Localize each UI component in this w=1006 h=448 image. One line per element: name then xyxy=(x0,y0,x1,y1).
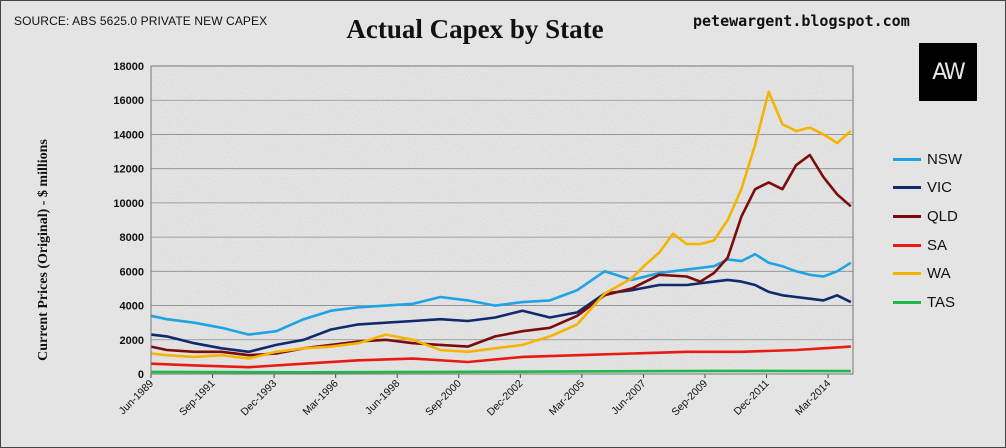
y-tick-label: 6000 xyxy=(120,266,144,278)
y-tick-label: 2000 xyxy=(120,335,144,347)
x-tick-label: Dec-2011 xyxy=(732,378,772,418)
series-line-tas xyxy=(150,369,851,374)
series-line-vic xyxy=(150,278,852,354)
x-tick-label: Mar-2005 xyxy=(547,378,587,418)
x-tick-label: Sep-2000 xyxy=(423,378,464,419)
y-tick-label: 8000 xyxy=(120,232,144,244)
legend-swatch xyxy=(893,300,921,304)
legend-label: QLD xyxy=(927,207,958,225)
legend-item-vic: VIC xyxy=(893,174,993,203)
plot-border xyxy=(150,65,854,375)
source-note: SOURCE: ABS 5625.0 PRIVATE NEW CAPEX xyxy=(14,14,268,28)
legend-item-qld: QLD xyxy=(893,202,993,231)
legend-swatch xyxy=(893,157,921,161)
y-tick-label: 14000 xyxy=(113,129,144,141)
legend-item-nsw: NSW xyxy=(893,145,993,174)
legend-label: TAS xyxy=(927,293,956,311)
x-tick-label: Dec-2002 xyxy=(485,378,526,419)
series-line-wa xyxy=(150,90,852,360)
legend-label: VIC xyxy=(927,179,953,197)
y-tick-label: 12000 xyxy=(113,164,144,176)
legend-label: NSW xyxy=(927,150,962,168)
legend-swatch xyxy=(893,186,921,190)
logo-text: AW xyxy=(932,59,966,85)
legend-item-wa: WA xyxy=(893,259,993,288)
x-axis-ticks: Jun-1989 Sep-1991 Dec-1993 Mar-1996 Jun-1998… xyxy=(117,374,833,419)
legend-item-sa: SA xyxy=(893,231,993,260)
series-line-sa xyxy=(150,345,851,369)
legend: NSW VIC QLD SA WA TAS xyxy=(893,145,993,317)
x-tick-label: Sep-1991 xyxy=(177,378,218,419)
legend-label: WA xyxy=(927,265,951,283)
y-tick-label: 16000 xyxy=(113,95,144,107)
legend-swatch xyxy=(893,214,921,218)
x-tick-label: Mar-2014 xyxy=(793,378,833,418)
legend-label: SA xyxy=(927,236,948,254)
y-tick-label: 18000 xyxy=(113,61,144,73)
x-tick-label: Sep-2009 xyxy=(669,378,710,419)
series-line-nsw xyxy=(150,252,852,336)
y-tick-label: 0 xyxy=(138,369,144,381)
y-tick-label: 4000 xyxy=(120,301,144,313)
x-tick-label: Jun-2007 xyxy=(609,378,649,418)
x-tick-label: Jun-1998 xyxy=(363,378,403,418)
site-url[interactable]: petewargent.blogspot.com xyxy=(693,12,910,30)
legend-swatch xyxy=(893,272,921,276)
x-tick-label: Mar-1996 xyxy=(301,378,341,418)
chart-title: Actual Capex by State xyxy=(346,14,604,44)
series-lines xyxy=(150,90,852,374)
y-axis-ticks: 0 2000 4000 6000 8000 10000 12000 14000 16000 180… xyxy=(113,61,144,381)
x-tick-label: Dec-1993 xyxy=(239,378,280,419)
legend-swatch xyxy=(893,243,921,247)
x-tick-label: Jun-1989 xyxy=(117,378,157,418)
y-tick-label: 10000 xyxy=(113,198,144,210)
aw-logo: AW xyxy=(919,43,977,101)
plot-texture xyxy=(151,66,853,374)
legend-item-tas: TAS xyxy=(893,288,993,317)
